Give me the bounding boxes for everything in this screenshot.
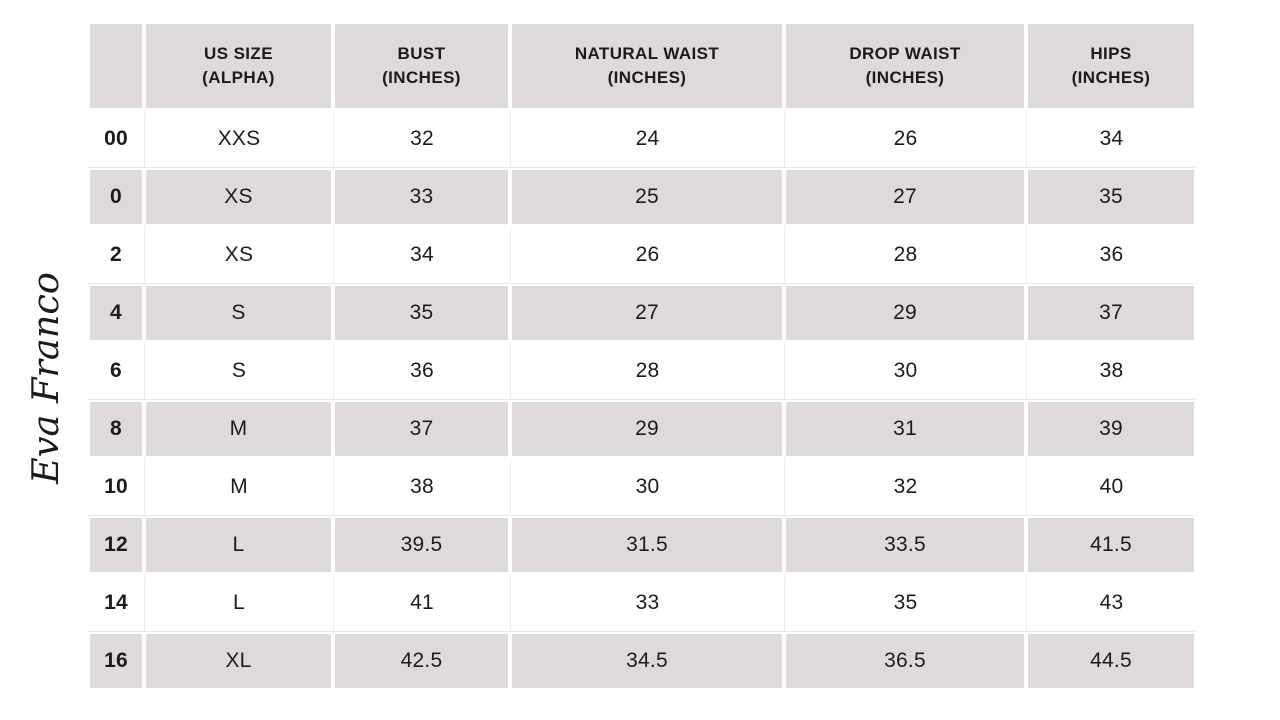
cell-drop-waist: 29 <box>784 284 1026 342</box>
cell-alpha: L <box>144 574 333 632</box>
size-row-0: 0 XS 33 25 27 35 <box>88 168 1196 226</box>
cell-natural-waist: 31.5 <box>510 516 784 574</box>
header-line1: BUST <box>397 44 446 63</box>
header-line2: (INCHES) <box>607 68 687 87</box>
cell-hips: 40 <box>1026 458 1196 516</box>
cell-drop-waist: 30 <box>784 342 1026 400</box>
header-line2: (INCHES) <box>1071 68 1151 87</box>
cell-bust: 38 <box>333 458 510 516</box>
logo-text: Eva Franco <box>26 272 67 485</box>
header-line1: US SIZE <box>204 44 273 63</box>
cell-size: 10 <box>88 458 144 516</box>
cell-alpha: L <box>144 516 333 574</box>
header-cell-us-size: US SIZE (ALPHA) <box>144 22 333 110</box>
cell-hips: 37 <box>1026 284 1196 342</box>
cell-drop-waist: 33.5 <box>784 516 1026 574</box>
cell-bust: 32 <box>333 110 510 168</box>
cell-alpha: M <box>144 458 333 516</box>
header-line2: (INCHES) <box>382 68 461 87</box>
cell-bust: 34 <box>333 226 510 284</box>
header-cell-corner <box>88 22 144 110</box>
cell-size: 14 <box>88 574 144 632</box>
size-row-16: 16 XL 42.5 34.5 36.5 44.5 <box>88 632 1196 690</box>
size-row-6: 6 S 36 28 30 38 <box>88 342 1196 400</box>
cell-natural-waist: 27 <box>510 284 784 342</box>
cell-natural-waist: 30 <box>510 458 784 516</box>
cell-hips: 39 <box>1026 400 1196 458</box>
size-row-10: 10 M 38 30 32 40 <box>88 458 1196 516</box>
cell-drop-waist: 26 <box>784 110 1026 168</box>
cell-natural-waist: 33 <box>510 574 784 632</box>
cell-natural-waist: 25 <box>510 168 784 226</box>
cell-alpha: XS <box>144 168 333 226</box>
cell-hips: 34 <box>1026 110 1196 168</box>
table-body: 00 XXS 32 24 26 34 0 XS 33 25 27 35 2 XS 34 26 28 36 4 S 35 2… <box>88 110 1196 690</box>
header-line1: NATURAL WAIST <box>574 44 720 63</box>
header-cell-bust: BUST (INCHES) <box>333 22 510 110</box>
cell-alpha: M <box>144 400 333 458</box>
cell-bust: 33 <box>333 168 510 226</box>
cell-bust: 36 <box>333 342 510 400</box>
cell-size: 16 <box>88 632 144 690</box>
size-row-00: 00 XXS 32 24 26 34 <box>88 110 1196 168</box>
cell-drop-waist: 35 <box>784 574 1026 632</box>
header-cell-drop-waist: DROP WAIST (INCHES) <box>784 22 1026 110</box>
cell-size: 6 <box>88 342 144 400</box>
cell-hips: 36 <box>1026 226 1196 284</box>
cell-natural-waist: 34.5 <box>510 632 784 690</box>
cell-bust: 35 <box>333 284 510 342</box>
cell-drop-waist: 31 <box>784 400 1026 458</box>
header-line2: (INCHES) <box>865 68 945 87</box>
cell-size: 00 <box>88 110 144 168</box>
cell-alpha: XS <box>144 226 333 284</box>
cell-natural-waist: 24 <box>510 110 784 168</box>
cell-drop-waist: 27 <box>784 168 1026 226</box>
cell-drop-waist: 36.5 <box>784 632 1026 690</box>
eva-franco-logo-svg: Eva Franco <box>26 272 67 485</box>
cell-size: 4 <box>88 284 144 342</box>
cell-drop-waist: 28 <box>784 226 1026 284</box>
cell-bust: 37 <box>333 400 510 458</box>
header-line1: HIPS <box>1090 44 1132 63</box>
cell-hips: 38 <box>1026 342 1196 400</box>
size-row-8: 8 M 37 29 31 39 <box>88 400 1196 458</box>
cell-alpha: S <box>144 342 333 400</box>
cell-natural-waist: 26 <box>510 226 784 284</box>
eva-franco-logo: Eva Franco <box>2 252 88 492</box>
size-row-14: 14 L 41 33 35 43 <box>88 574 1196 632</box>
cell-hips: 43 <box>1026 574 1196 632</box>
cell-bust: 42.5 <box>333 632 510 690</box>
size-chart-table: US SIZE (ALPHA) BUST (INCHES) NATURAL WA… <box>88 22 1196 690</box>
cell-bust: 39.5 <box>333 516 510 574</box>
cell-size: 0 <box>88 168 144 226</box>
cell-alpha: XXS <box>144 110 333 168</box>
cell-drop-waist: 32 <box>784 458 1026 516</box>
header-line2: (ALPHA) <box>202 68 275 87</box>
cell-alpha: XL <box>144 632 333 690</box>
size-row-2: 2 XS 34 26 28 36 <box>88 226 1196 284</box>
cell-size: 2 <box>88 226 144 284</box>
header-row: US SIZE (ALPHA) BUST (INCHES) NATURAL WA… <box>88 22 1196 110</box>
cell-natural-waist: 28 <box>510 342 784 400</box>
cell-hips: 41.5 <box>1026 516 1196 574</box>
size-row-12: 12 L 39.5 31.5 33.5 41.5 <box>88 516 1196 574</box>
header-line1: DROP WAIST <box>849 44 961 63</box>
cell-size: 12 <box>88 516 144 574</box>
cell-natural-waist: 29 <box>510 400 784 458</box>
cell-bust: 41 <box>333 574 510 632</box>
cell-alpha: S <box>144 284 333 342</box>
header-cell-natural-waist: NATURAL WAIST (INCHES) <box>510 22 784 110</box>
size-row-4: 4 S 35 27 29 37 <box>88 284 1196 342</box>
cell-hips: 44.5 <box>1026 632 1196 690</box>
cell-size: 8 <box>88 400 144 458</box>
header-cell-hips: HIPS (INCHES) <box>1026 22 1196 110</box>
cell-hips: 35 <box>1026 168 1196 226</box>
